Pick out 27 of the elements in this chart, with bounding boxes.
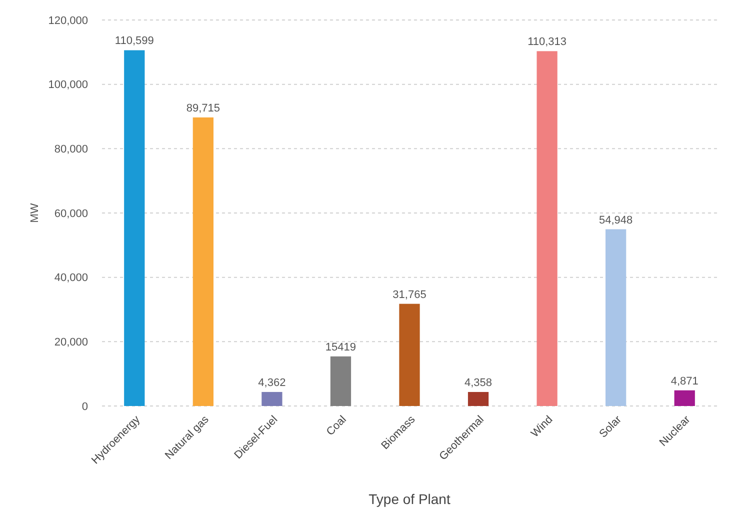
x-axis-title: Type of Plant — [368, 491, 450, 507]
bar — [606, 229, 626, 406]
bar — [262, 392, 282, 406]
y-tick-label: 20,000 — [54, 336, 88, 349]
data-label: 4,362 — [258, 376, 286, 389]
data-label: 31,765 — [392, 288, 426, 301]
y-tick-label: 120,000 — [48, 14, 88, 27]
bar — [330, 356, 352, 406]
y-axis-title: MW — [29, 202, 41, 223]
bar — [536, 51, 558, 406]
bar — [468, 392, 489, 406]
data-label: 110,599 — [114, 35, 154, 48]
y-tick-label: 0 — [82, 400, 88, 413]
y-tick-label: 60,000 — [54, 208, 88, 220]
y-tick-label: 40,000 — [54, 272, 88, 284]
bar — [399, 304, 420, 406]
data-label: 15419 — [325, 341, 356, 354]
y-tick-label: 100,000 — [48, 79, 88, 92]
data-label: 89,715 — [186, 102, 220, 114]
bar — [124, 50, 145, 406]
bar — [674, 390, 695, 406]
data-label: 110,313 — [528, 36, 567, 48]
data-label: 4,871 — [670, 375, 698, 388]
y-tick-label: 80,000 — [54, 144, 88, 156]
bar — [192, 117, 214, 406]
data-label: 4,358 — [464, 376, 492, 389]
data-label: 54,948 — [599, 214, 633, 226]
